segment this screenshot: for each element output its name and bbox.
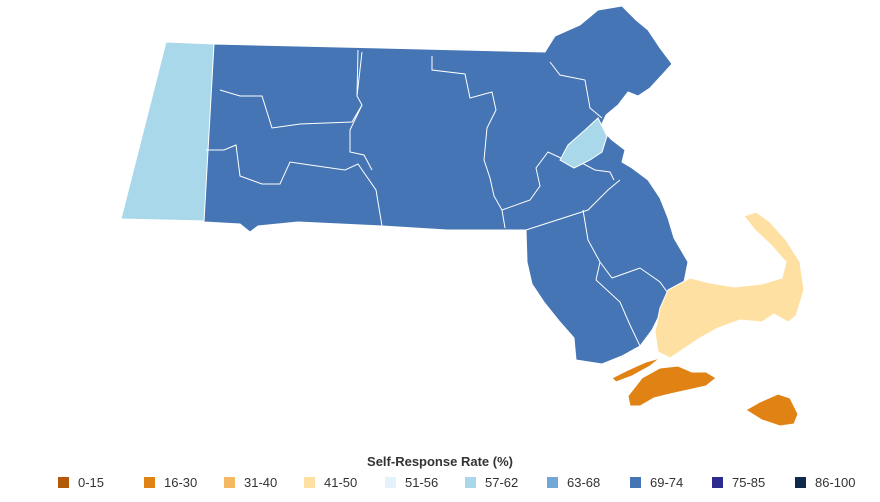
legend-label: 16-30 — [164, 475, 198, 490]
region-island-east[interactable] — [745, 393, 799, 427]
legend-label: 51-56 — [405, 475, 439, 490]
legend-label: 69-74 — [650, 475, 684, 490]
legend-item-16-30: 16-30 — [144, 475, 197, 490]
legend-label: 0-15 — [78, 475, 105, 490]
region-island-west-small[interactable] — [611, 357, 661, 383]
legend-swatch — [304, 477, 315, 488]
legend-item-69-74: 69-74 — [630, 475, 683, 490]
region-cape-county[interactable] — [654, 211, 805, 359]
legend-label: 86-100 — [815, 475, 856, 490]
county-boundaries — [206, 49, 671, 347]
legend-item-51-56: 51-56 — [385, 475, 438, 490]
legend-swatch — [58, 477, 69, 488]
legend-swatch — [630, 477, 641, 488]
region-central-counties[interactable] — [203, 5, 689, 365]
legend-swatch — [712, 477, 723, 488]
legend-item-0-15: 0-15 — [58, 475, 104, 490]
legend: Self-Response Rate (%) 0-15 16-30 31-40 … — [0, 452, 880, 502]
legend-label: 57-62 — [485, 475, 519, 490]
legend-item-75-85: 75-85 — [712, 475, 765, 490]
legend-item-86-100: 86-100 — [795, 475, 855, 490]
legend-swatch — [795, 477, 806, 488]
legend-swatch — [547, 477, 558, 488]
legend-label: 41-50 — [324, 475, 358, 490]
legend-swatch — [385, 477, 396, 488]
legend-item-41-50: 41-50 — [304, 475, 357, 490]
legend-label: 75-85 — [732, 475, 766, 490]
legend-label: 31-40 — [244, 475, 278, 490]
region-western-county[interactable] — [120, 41, 215, 222]
region-boston-area-county[interactable] — [559, 117, 608, 169]
legend-swatch — [144, 477, 155, 488]
legend-items: 0-15 16-30 31-40 41-50 51-56 57-62 63-68 — [58, 475, 878, 493]
legend-swatch — [224, 477, 235, 488]
legend-item-57-62: 57-62 — [465, 475, 518, 490]
region-island-west[interactable] — [627, 365, 717, 407]
legend-item-63-68: 63-68 — [547, 475, 600, 490]
legend-item-31-40: 31-40 — [224, 475, 277, 490]
legend-label: 63-68 — [567, 475, 601, 490]
legend-title: Self-Response Rate (%) — [367, 454, 513, 469]
legend-swatch — [465, 477, 476, 488]
choropleth-map — [120, 5, 805, 427]
